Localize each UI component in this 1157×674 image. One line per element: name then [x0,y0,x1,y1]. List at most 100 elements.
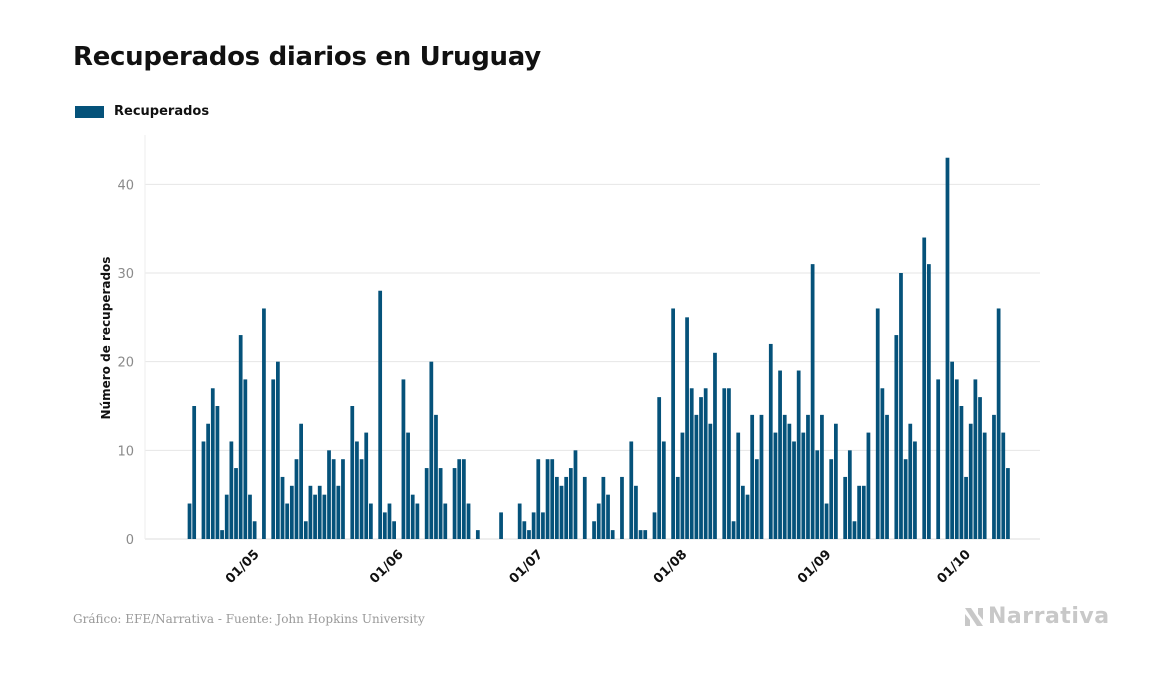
bar [927,264,931,539]
bar [759,414,764,539]
bar [801,432,806,539]
bar [457,459,462,539]
bar [922,237,927,539]
bar [713,352,717,539]
bar [959,406,964,539]
bar [773,432,778,539]
bar [331,459,336,539]
legend-swatch [75,105,104,118]
bar [899,273,903,539]
bar [968,423,973,539]
bar [596,503,601,539]
bar [220,530,224,539]
bar [820,414,824,539]
bar [359,459,364,539]
bar [475,530,480,539]
bar [643,530,648,539]
bar [815,450,820,539]
bar [945,157,950,540]
bar [336,485,341,539]
bar [410,494,415,539]
bar [852,521,857,539]
bar [731,521,736,539]
narrativa-logo: Narrativa [963,604,1110,629]
bar [778,370,782,539]
bar [699,397,703,539]
bar [754,459,759,539]
bar [271,379,276,539]
bar [875,308,880,539]
bar [289,485,294,539]
bar [601,476,606,539]
bar [299,423,303,539]
bar [499,512,503,539]
bar [559,485,564,539]
bar [652,512,657,539]
bar [996,308,1001,539]
bar [675,476,680,539]
bar [727,388,731,539]
bar [429,361,434,539]
bar [262,308,266,539]
bar [415,503,420,539]
bar [768,343,773,539]
bar [550,459,555,539]
bar [824,503,829,539]
bar [322,494,327,539]
bar [443,503,448,539]
bar [234,468,238,539]
bar [541,512,545,539]
bar [829,459,834,539]
bar [392,521,396,539]
bar [610,530,615,539]
bar [606,494,610,539]
y-tick-label: 20 [117,356,134,371]
bar [206,423,210,539]
x-tick-label: 01/07 [507,547,547,587]
bar [708,423,713,539]
bar [629,441,634,539]
legend: Recuperados [75,104,209,119]
bar [722,388,727,539]
narrativa-logo-icon [965,607,983,626]
bar [438,468,443,539]
bar [866,432,871,539]
bar [243,379,248,539]
x-tick-label: 01/05 [223,547,263,587]
bar [522,521,527,539]
bar [671,308,675,539]
bar [973,379,978,539]
bar [285,503,290,539]
bar [834,423,838,539]
narrativa-logo-text: Narrativa [988,604,1110,629]
bar [517,503,522,539]
bar [303,521,308,539]
bar [462,459,466,539]
bar [913,441,917,539]
bar [355,441,359,539]
bar [680,432,685,539]
bar [843,476,848,539]
bar [192,406,197,539]
bar [382,512,387,539]
bar [531,512,536,539]
x-tick-label: 01/06 [367,547,407,587]
bar [992,414,996,539]
x-tick-label: 01/09 [795,547,835,587]
legend-label: Recuperados [114,104,210,119]
bar [276,361,280,539]
y-tick-label: 30 [117,267,134,282]
bar [248,494,252,539]
bar [582,476,587,539]
bar [950,361,954,539]
bar [313,494,317,539]
bar [215,406,220,539]
bar [210,388,215,539]
bar [187,503,192,539]
bar [317,485,322,539]
bar [527,530,531,539]
bar [982,432,987,539]
bar [685,317,689,539]
y-tick-labels: 0 10 20 30 40 [117,178,134,548]
bar [406,432,410,539]
